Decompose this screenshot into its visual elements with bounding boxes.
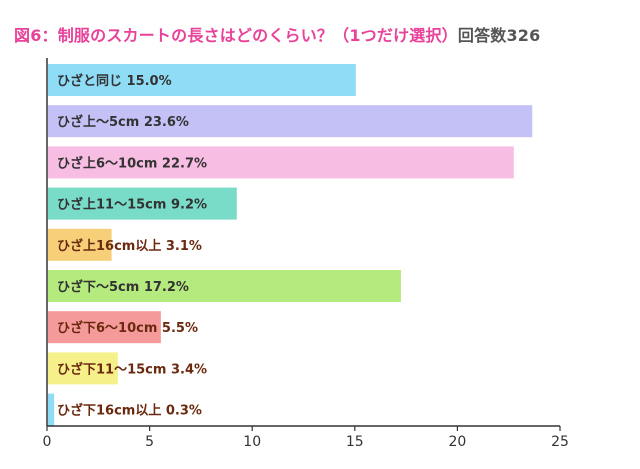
- x-tick-label-25: 25: [551, 434, 569, 450]
- bar-label-8: ひざ下11～15cm 3.4%: [57, 361, 207, 377]
- bar-label-4: ひざ上11～15cm 9.2%: [57, 197, 207, 213]
- x-tick-label-5: 5: [145, 434, 154, 450]
- x-tick-label-15: 15: [346, 434, 364, 450]
- chart-subtitle: 回答数326: [457, 26, 541, 45]
- bar-8: [48, 352, 118, 385]
- bar-3: [48, 146, 514, 179]
- bar-2: [48, 105, 533, 138]
- x-tick-label-0: 0: [43, 434, 52, 450]
- bar-6: [48, 270, 401, 302]
- bar-9: [48, 393, 55, 426]
- bar-label-9: ひざ下16cm以上 0.3%: [57, 403, 202, 419]
- bar-7: [48, 311, 161, 344]
- chart-title-main: 図6：制服のスカートの長さはどのくらい？（1つだけ選択）: [14, 26, 458, 45]
- bar-label-6: ひざ下～5cm 17.2%: [57, 279, 189, 295]
- bar-1: [48, 64, 356, 96]
- bar-label-7: ひざ下6～10cm 5.5%: [57, 320, 198, 336]
- bar-label-1: ひざと同じ 15.0%: [57, 73, 172, 89]
- bar-4: [48, 187, 237, 220]
- bar-label-2: ひざ上～5cm 23.6%: [57, 114, 189, 130]
- bar-label-5: ひざ上16cm以上 3.1%: [57, 238, 202, 254]
- bar-label-3: ひざ上6～10cm 22.7%: [57, 155, 207, 171]
- axes-group: 0 5 10 15 20 25: [43, 58, 569, 450]
- bar-5: [48, 228, 112, 261]
- x-tick-label-20: 20: [448, 434, 466, 450]
- chart-title: 図6：制服のスカートの長さはどのくらい？（1つだけ選択）回答数326: [14, 22, 540, 46]
- bars-group: ひざと同じ 15.0% ひざ上～5cm 23.6% ひざ上6～10cm 22.7% ひ…: [48, 64, 533, 426]
- x-tick-label-10: 10: [243, 434, 261, 450]
